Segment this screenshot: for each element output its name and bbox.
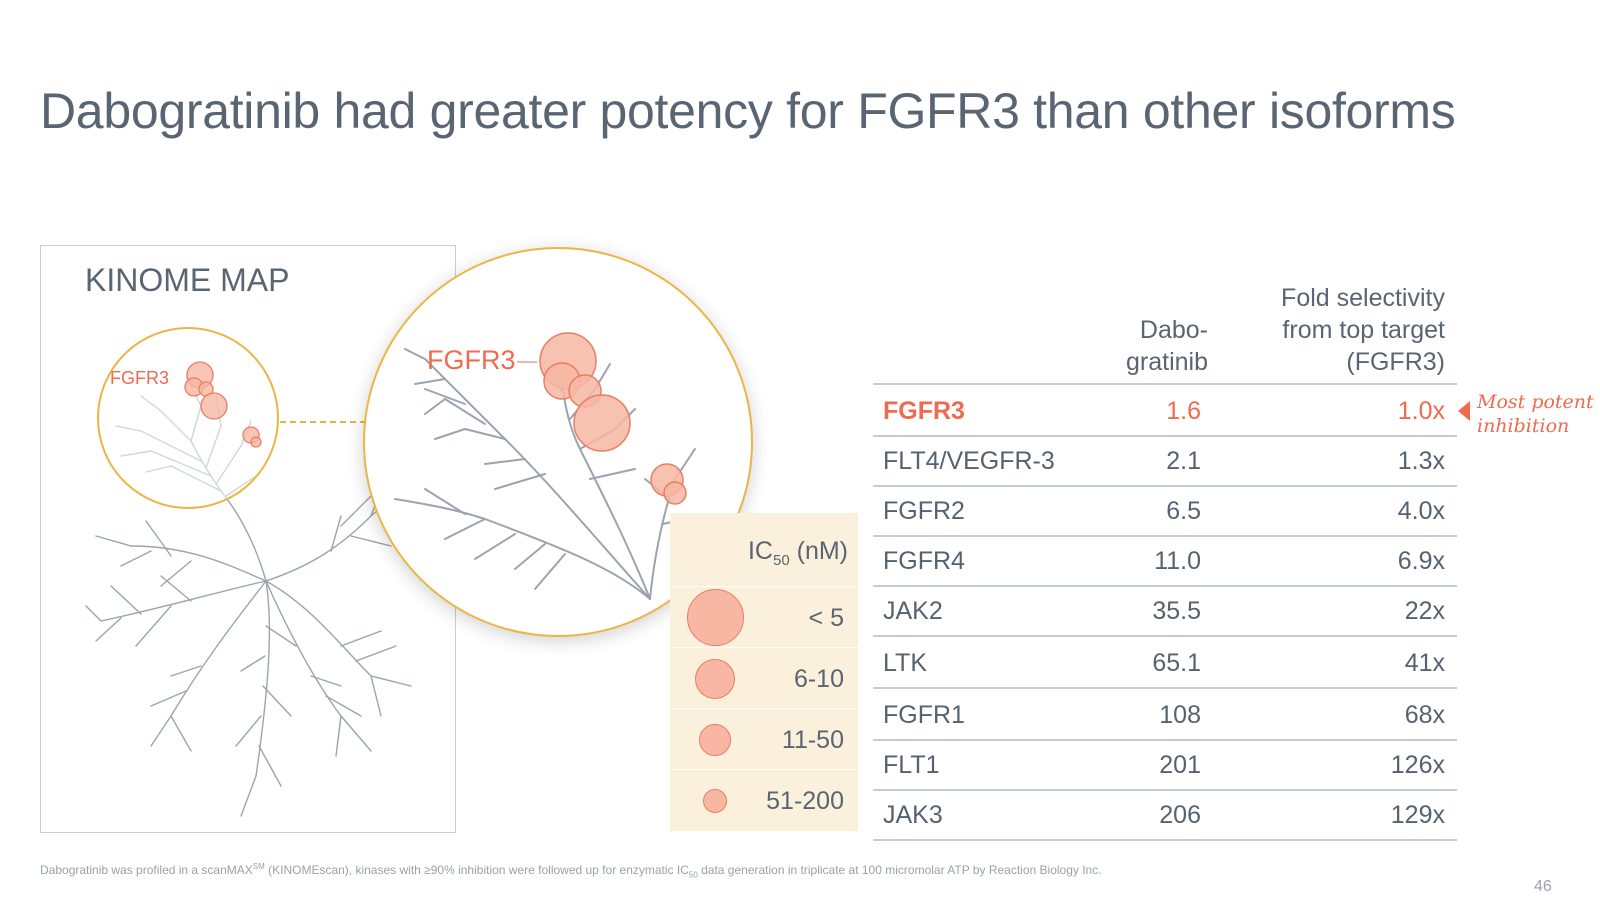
cell-fold: 129x [1390,801,1445,829]
callout-arrow-icon [1458,401,1470,421]
cell-kinase: JAK2 [883,597,943,625]
table-header-rule [873,383,1457,385]
legend-dot-largest [687,589,744,646]
cell-kinase: FLT1 [883,751,940,779]
table-row: FLT1 201 126x [873,740,1457,791]
zoom-dot-6 [663,481,687,505]
cell-ic50: 206 [1159,801,1201,829]
cell-kinase: FGFR3 [883,397,965,425]
table-row: FLT4/VEGFR-3 2.1 1.3x [873,436,1457,487]
ic50-legend: IC50 (nM) < 5 6-10 11-50 51-200 [670,513,858,831]
table-row: FGFR4 11.0 6.9x [873,536,1457,587]
table-row: FGFR1 108 68x [873,690,1457,741]
cell-fold: 41x [1404,649,1445,677]
table-row: JAK2 35.5 22x [873,586,1457,637]
legend-label: 6-10 [793,665,844,693]
map-fgfr3-label: FGFR3 [110,368,170,388]
legend-label: < 5 [808,604,844,632]
page-number: 46 [1534,878,1552,895]
table-row: LTK 65.1 41x [873,638,1457,689]
footnote: Dabogratinib was profiled in a scanMAXSM… [40,862,1102,880]
cell-kinase: FGFR2 [883,497,965,525]
table-row-fgfr3: FGFR3 1.6 1.0x [873,386,1457,437]
legend-label: 11-50 [781,726,844,754]
cell-fold: 1.3x [1397,447,1445,475]
col-header-fold: Fold selectivity from top target (FGFR3) [1240,282,1445,378]
slide-title: Dabogratinib had greater potency for FGF… [40,83,1456,139]
callout-line: inhibition [1477,415,1570,437]
legend-header: IC50 (nM) [747,537,848,569]
cell-kinase: JAK3 [883,801,943,829]
zoom-dot-4 [573,394,631,452]
kinome-tree [85,385,412,817]
col-header-dabogratinib: Dabo- gratinib [1080,314,1208,378]
cell-ic50: 201 [1159,751,1201,779]
col-header-line: gratinib [1126,348,1208,376]
col-header-line: Fold selectivity [1281,284,1445,312]
legend-dot-small [703,789,727,813]
callout-most-potent: Most potent inhibition [1477,390,1594,438]
col-header-line: from top target [1282,316,1445,344]
col-header-line: (FGFR3) [1346,348,1445,376]
cell-fold: 68x [1404,701,1445,729]
cell-fold: 6.9x [1397,547,1445,575]
legend-row-lt5: < 5 [670,586,858,648]
cell-fold: 22x [1404,597,1445,625]
callout-line: Most potent [1477,391,1594,413]
legend-dot-large [695,659,735,699]
cell-kinase: FGFR1 [883,701,965,729]
kinome-map-panel: KINOME MAP [40,245,456,833]
table-row: FGFR2 6.5 4.0x [873,486,1457,537]
cell-ic50: 1.6 [1166,397,1201,425]
legend-row-6-10: 6-10 [670,647,858,709]
map-dot-4 [200,392,228,420]
zoom-connector [280,421,366,423]
map-dot-6 [250,436,262,448]
cell-kinase: FGFR4 [883,547,965,575]
table-row: JAK3 206 129x [873,790,1457,841]
zoom-fgfr3-label: FGFR3 [427,345,516,375]
cell-ic50: 35.5 [1152,597,1201,625]
cell-ic50: 108 [1159,701,1201,729]
legend-dot-medium [699,724,731,756]
cell-fold: 4.0x [1397,497,1445,525]
legend-row-51-200: 51-200 [670,769,858,831]
cell-ic50: 11.0 [1154,547,1201,575]
cell-ic50: 2.1 [1166,447,1201,475]
cell-fold: 1.0x [1397,397,1445,425]
cell-kinase: FLT4/VEGFR-3 [883,447,1055,475]
col-header-line: Dabo- [1139,316,1208,344]
cell-ic50: 6.5 [1166,497,1201,525]
kinome-map-title: KINOME MAP [85,262,290,298]
zoom-tree [394,332,696,600]
cell-kinase: LTK [883,649,927,677]
legend-label: 51-200 [766,787,844,815]
legend-row-11-50: 11-50 [670,708,858,770]
cell-fold: 126x [1390,751,1445,779]
map-highlight [97,327,279,509]
cell-ic50: 65.1 [1152,649,1201,677]
